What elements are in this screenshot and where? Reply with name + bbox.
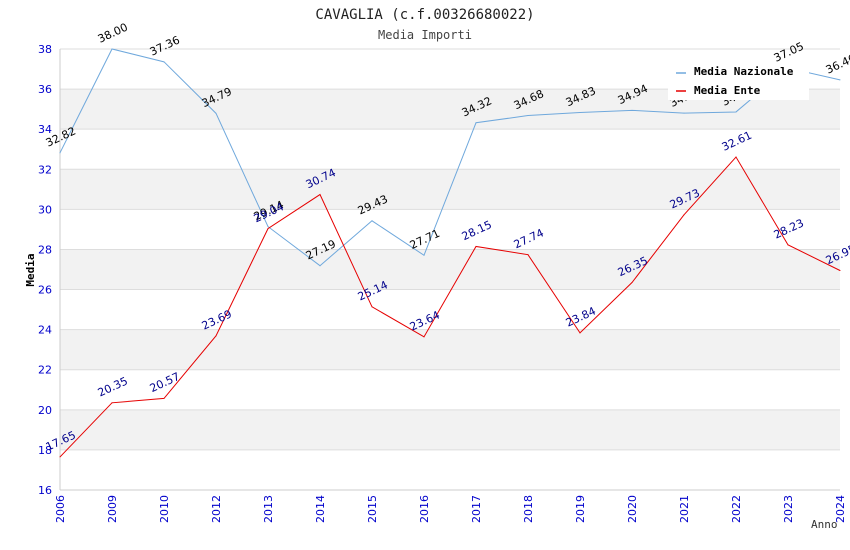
data-point bbox=[735, 111, 737, 113]
data-point bbox=[579, 112, 581, 114]
data-point bbox=[267, 228, 269, 230]
y-tick-label: 34 bbox=[38, 123, 52, 136]
y-tick-label: 16 bbox=[38, 484, 52, 497]
background-band bbox=[60, 329, 840, 370]
x-tick-label: 2019 bbox=[574, 495, 587, 523]
data-point bbox=[215, 112, 217, 114]
data-point bbox=[423, 336, 425, 338]
x-tick-label: 2012 bbox=[210, 495, 223, 523]
data-point bbox=[319, 194, 321, 196]
background-bands bbox=[60, 89, 840, 450]
data-point bbox=[111, 402, 113, 404]
x-tick-label: 2015 bbox=[366, 495, 379, 523]
y-tick-label: 20 bbox=[38, 404, 52, 417]
x-axis-label: Anno bbox=[811, 518, 838, 531]
data-point bbox=[579, 332, 581, 334]
y-tick-label: 24 bbox=[38, 324, 52, 337]
data-label: 20.57 bbox=[148, 370, 182, 395]
chart-subtitle: Media Importi bbox=[378, 28, 472, 42]
x-tick-label: 2016 bbox=[418, 495, 431, 523]
y-tick-label: 26 bbox=[38, 284, 52, 297]
data-point bbox=[163, 61, 165, 63]
y-axis-label: Media bbox=[24, 253, 37, 286]
data-point bbox=[111, 48, 113, 50]
data-point bbox=[839, 270, 841, 272]
y-tick-labels: 16 18 20 22 24 26 28 30 32 34 36 38 bbox=[38, 43, 52, 497]
data-point bbox=[475, 122, 477, 124]
data-label: 28.23 bbox=[772, 216, 806, 241]
data-point bbox=[683, 112, 685, 114]
legend: Media Nazionale Media Ente bbox=[668, 62, 809, 100]
series-group bbox=[59, 48, 841, 458]
data-label: 37.36 bbox=[148, 33, 182, 58]
x-tick-label: 2013 bbox=[262, 495, 275, 523]
x-tick-label: 2014 bbox=[314, 495, 327, 523]
data-point bbox=[59, 152, 61, 154]
data-label: 32.61 bbox=[720, 129, 754, 154]
data-label: 26.95 bbox=[824, 242, 850, 267]
data-point bbox=[163, 397, 165, 399]
series-line-media-nazionale bbox=[59, 48, 841, 267]
legend-label-nazionale: Media Nazionale bbox=[694, 65, 794, 78]
grid-lines bbox=[60, 48, 840, 491]
background-band bbox=[60, 249, 840, 290]
legend-label-ente: Media Ente bbox=[694, 84, 761, 97]
y-tick-label: 22 bbox=[38, 364, 52, 377]
x-tick-label: 2010 bbox=[158, 495, 171, 523]
series-line-media-ente bbox=[59, 156, 841, 458]
x-tick-label: 2020 bbox=[626, 495, 639, 523]
data-point bbox=[475, 245, 477, 247]
data-point bbox=[423, 254, 425, 256]
x-tick-label: 2018 bbox=[522, 495, 535, 523]
data-label: 27.74 bbox=[512, 226, 546, 251]
x-tick-label: 2017 bbox=[470, 495, 483, 523]
data-label: 23.69 bbox=[200, 307, 234, 332]
x-tick-label: 2006 bbox=[54, 495, 67, 523]
data-point bbox=[215, 335, 217, 337]
data-point bbox=[371, 220, 373, 222]
data-label: 27.71 bbox=[408, 227, 442, 252]
data-label: 28.15 bbox=[460, 218, 494, 243]
data-label: 36.46 bbox=[824, 51, 850, 76]
data-point bbox=[59, 456, 61, 458]
data-label: 38.00 bbox=[96, 21, 130, 46]
y-tick-label: 28 bbox=[38, 243, 52, 256]
data-point bbox=[371, 306, 373, 308]
x-tick-label: 2022 bbox=[730, 495, 743, 523]
data-point bbox=[267, 226, 269, 228]
data-label: 20.35 bbox=[96, 374, 130, 399]
data-label: 23.84 bbox=[564, 304, 598, 329]
data-point bbox=[839, 79, 841, 81]
y-tick-label: 32 bbox=[38, 163, 52, 176]
data-point bbox=[527, 115, 529, 117]
y-tick-label: 30 bbox=[38, 203, 52, 216]
data-point bbox=[683, 214, 685, 216]
data-label: 37.05 bbox=[772, 40, 806, 65]
data-point bbox=[631, 282, 633, 284]
data-point bbox=[527, 254, 529, 256]
x-tick-label: 2021 bbox=[678, 495, 691, 523]
data-point bbox=[787, 244, 789, 246]
y-tick-label: 36 bbox=[38, 83, 52, 96]
x-tick-label: 2024 bbox=[834, 495, 847, 523]
legend-box bbox=[668, 62, 809, 100]
data-point bbox=[631, 109, 633, 111]
data-point bbox=[735, 156, 737, 158]
x-tick-label: 2023 bbox=[782, 495, 795, 523]
y-tick-label: 38 bbox=[38, 43, 52, 56]
x-tick-labels: 2006 2009 2010 2012 2013 2014 2015 2016 2017 2018… bbox=[54, 495, 847, 523]
background-band bbox=[60, 409, 840, 450]
y-tick-label: 18 bbox=[38, 444, 52, 457]
data-point bbox=[319, 265, 321, 267]
chart-title: CAVAGLIA (c.f.00326680022) bbox=[315, 7, 534, 23]
x-tick-label: 2009 bbox=[106, 495, 119, 523]
